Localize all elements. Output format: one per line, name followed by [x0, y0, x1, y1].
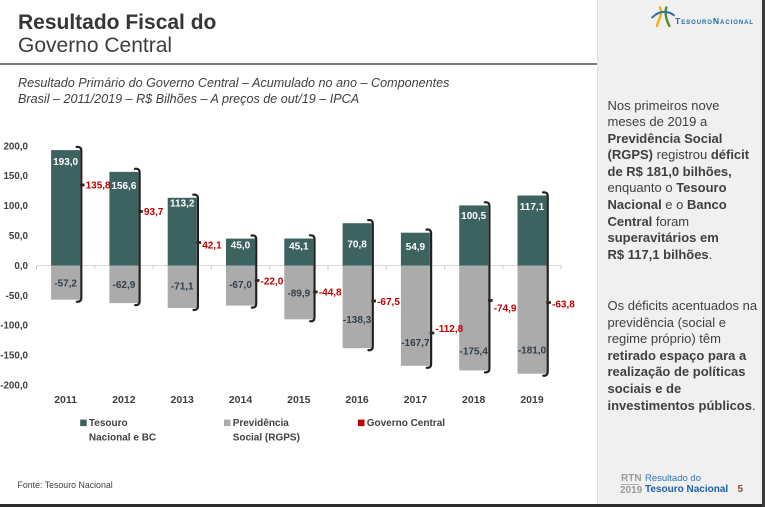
svg-text:54,9: 54,9: [406, 242, 426, 253]
svg-text:45,0: 45,0: [231, 241, 251, 252]
svg-text:93,7: 93,7: [144, 207, 164, 218]
svg-text:113,2: 113,2: [170, 198, 195, 209]
svg-text:Tesouro: Tesouro: [89, 418, 128, 429]
svg-text:156,6: 156,6: [111, 181, 136, 192]
svg-text:-50,0: -50,0: [6, 291, 29, 302]
svg-text:-100,0: -100,0: [0, 321, 28, 332]
svg-text:2017: 2017: [404, 394, 428, 406]
svg-text:135,8: 135,8: [86, 181, 111, 192]
svg-text:200,0: 200,0: [3, 141, 28, 152]
svg-text:-57,2: -57,2: [54, 279, 77, 290]
svg-text:Social (RGPS): Social (RGPS): [233, 433, 300, 444]
svg-text:100,0: 100,0: [3, 201, 28, 212]
svg-text:0,0: 0,0: [14, 261, 28, 272]
svg-text:70,8: 70,8: [347, 240, 367, 251]
svg-text:-175,4: -175,4: [460, 347, 489, 358]
svg-text:100,5: 100,5: [461, 211, 486, 222]
svg-text:2015: 2015: [287, 394, 311, 406]
svg-text:-89,9: -89,9: [287, 289, 310, 300]
svg-text:-167,7: -167,7: [401, 338, 430, 349]
svg-text:2019: 2019: [520, 394, 544, 406]
svg-text:2013: 2013: [171, 394, 195, 406]
svg-text:2018: 2018: [462, 394, 486, 406]
svg-text:-44,8: -44,8: [319, 287, 342, 298]
svg-text:193,0: 193,0: [53, 157, 78, 168]
svg-text:45,1: 45,1: [289, 241, 309, 252]
svg-text:-150,0: -150,0: [0, 351, 28, 362]
svg-text:2014: 2014: [229, 394, 253, 406]
svg-text:-74,9: -74,9: [494, 304, 517, 315]
svg-text:-67,0: -67,0: [229, 280, 252, 291]
svg-text:150,0: 150,0: [3, 171, 28, 182]
svg-text:-112,8: -112,8: [435, 324, 463, 335]
svg-text:2016: 2016: [345, 394, 369, 406]
svg-text:Governo Central: Governo Central: [367, 418, 446, 429]
svg-text:Previdência: Previdência: [233, 418, 290, 429]
svg-text:42,1: 42,1: [202, 241, 222, 252]
svg-text:-138,3: -138,3: [343, 315, 372, 326]
svg-text:-181,0: -181,0: [518, 346, 547, 357]
svg-text:-22,0: -22,0: [261, 277, 284, 288]
svg-text:-67,5: -67,5: [377, 297, 400, 308]
svg-text:-63,8: -63,8: [552, 300, 575, 311]
svg-text:-62,9: -62,9: [113, 280, 136, 291]
svg-text:Nacional e BC: Nacional e BC: [89, 433, 156, 444]
svg-text:50,0: 50,0: [9, 231, 29, 242]
svg-text:-200,0: -200,0: [0, 381, 28, 392]
svg-text:-71,1: -71,1: [171, 282, 194, 293]
svg-text:117,1: 117,1: [520, 202, 545, 213]
svg-text:2012: 2012: [112, 394, 136, 406]
svg-text:2011: 2011: [54, 394, 77, 406]
